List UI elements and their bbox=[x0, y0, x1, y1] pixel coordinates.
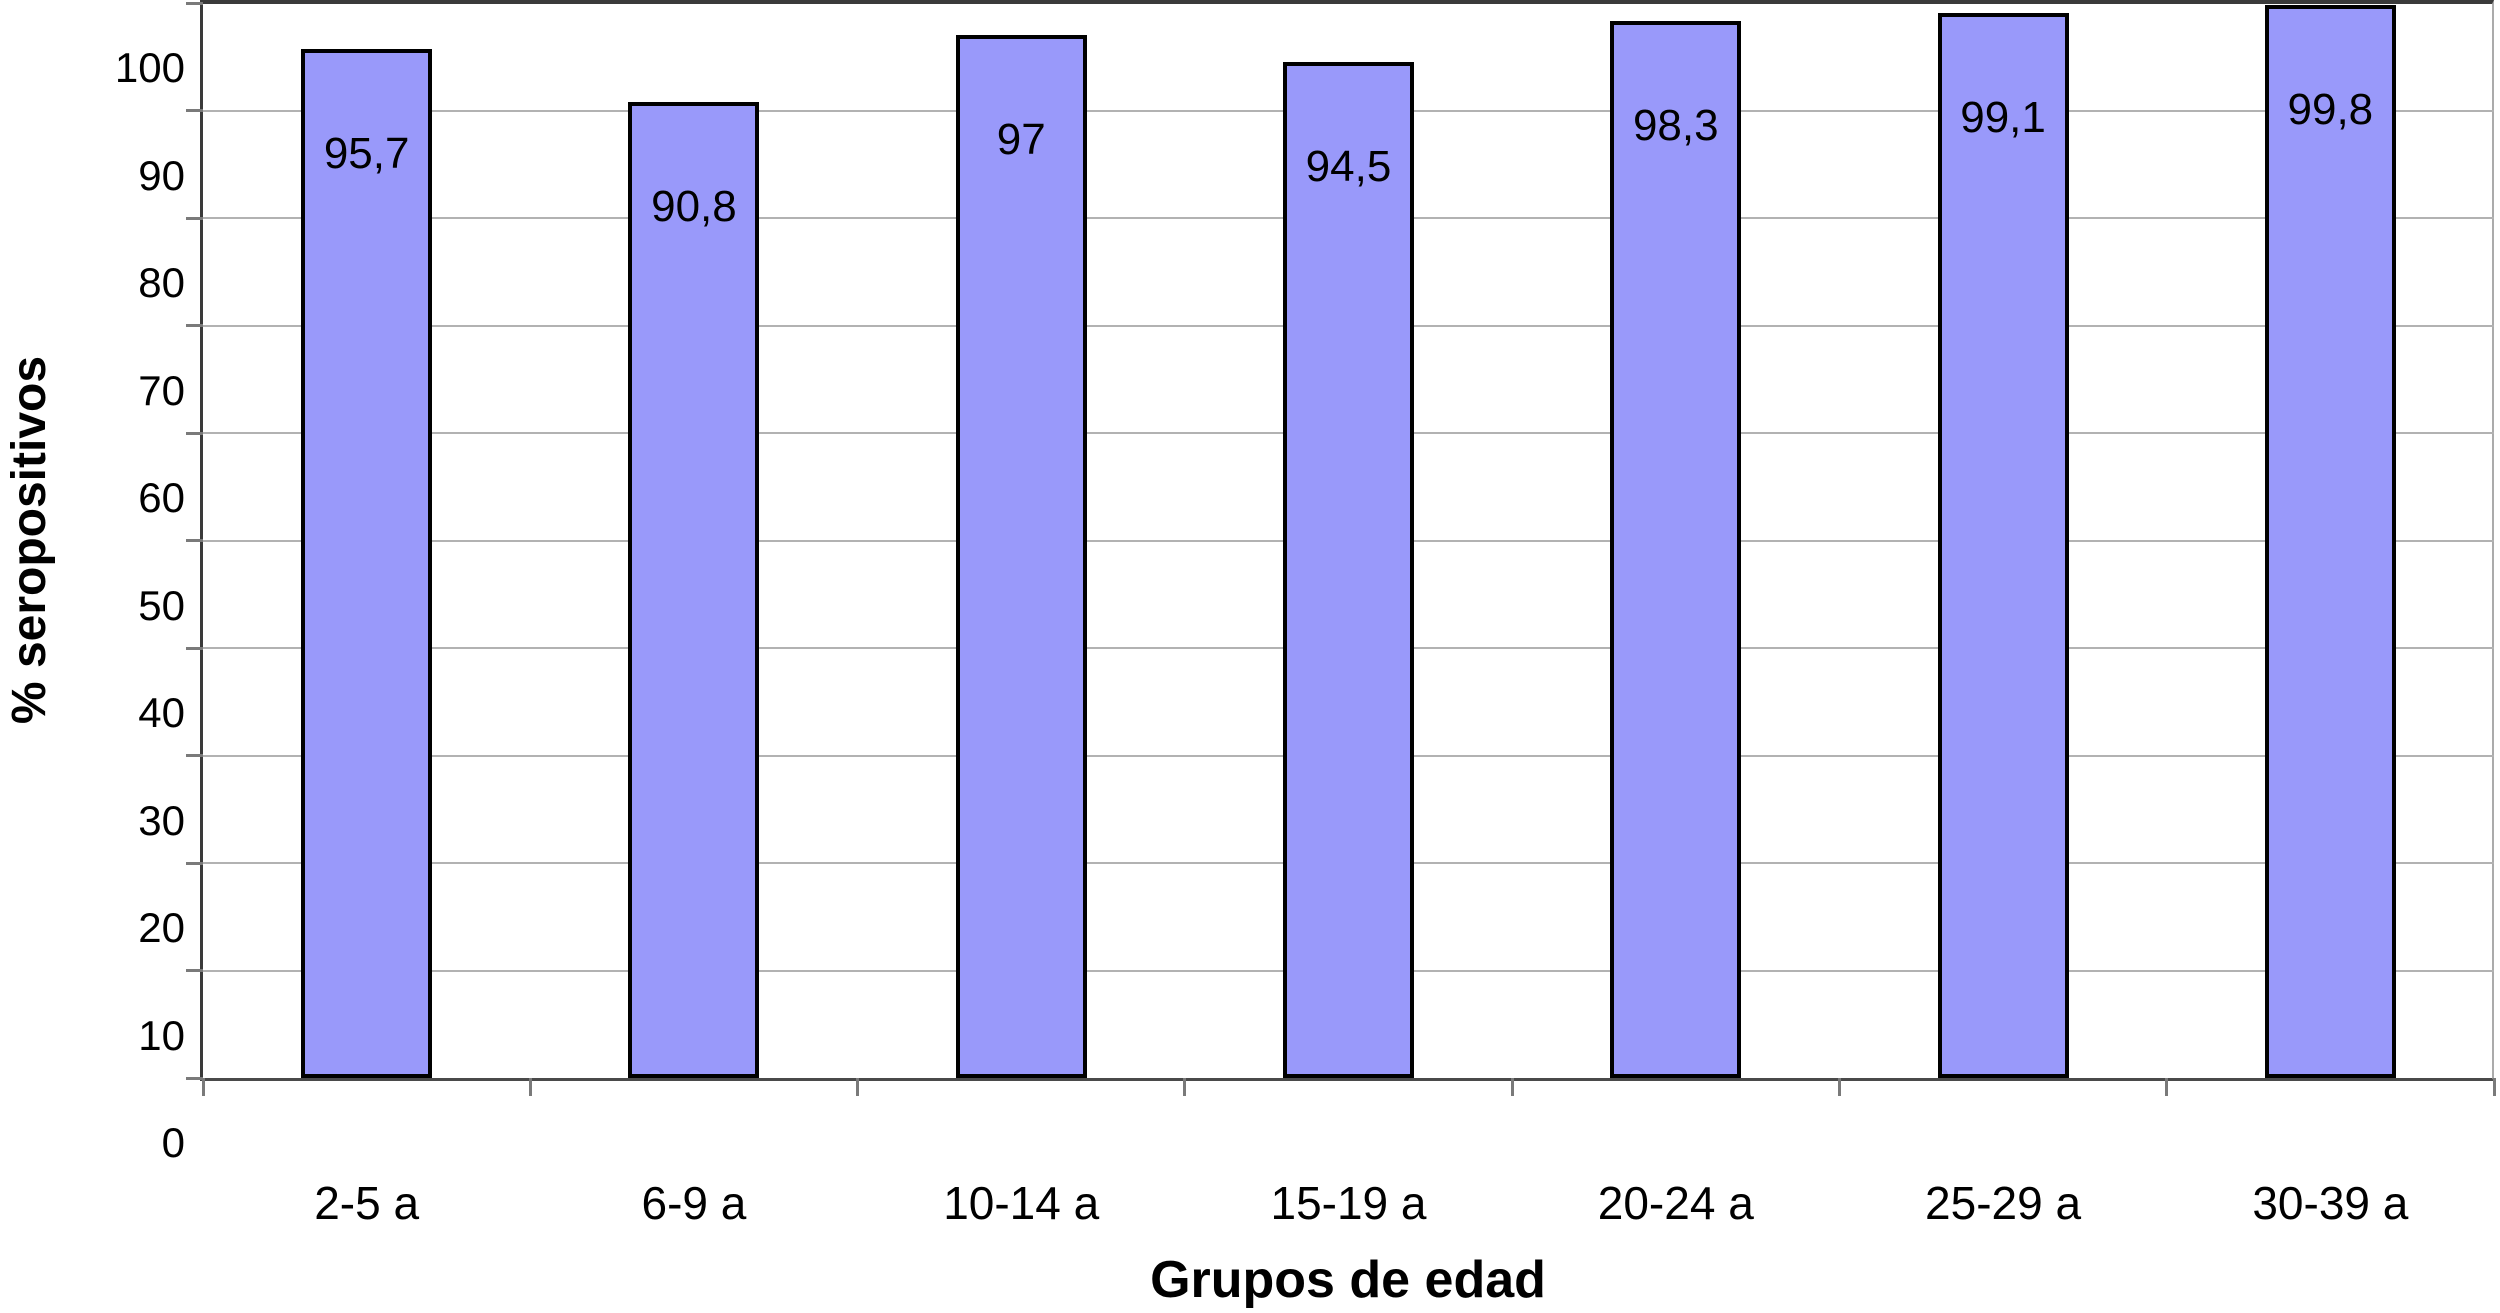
y-tick-label: 50 bbox=[138, 581, 185, 629]
y-tick-label: 60 bbox=[138, 474, 185, 521]
x-tick-mark bbox=[856, 1078, 860, 1096]
y-tick-mark bbox=[186, 216, 203, 220]
bar bbox=[301, 49, 433, 1078]
x-tick-label: 25-29 a bbox=[1925, 1177, 2082, 1229]
bar bbox=[1937, 12, 2069, 1078]
bar bbox=[1610, 21, 1742, 1078]
bar-value-label: 90,8 bbox=[651, 181, 737, 231]
y-tick-label: 20 bbox=[138, 904, 185, 951]
bar bbox=[955, 35, 1087, 1078]
bar-value-label: 99,8 bbox=[2287, 85, 2374, 135]
x-tick-label: 15-19 a bbox=[1270, 1177, 1427, 1229]
x-tick-mark bbox=[1183, 1078, 1187, 1096]
x-tick-mark bbox=[201, 1078, 205, 1096]
y-tick-mark bbox=[186, 324, 203, 327]
y-tick-mark bbox=[186, 861, 203, 865]
x-tick-label: 2-5 a bbox=[314, 1177, 420, 1229]
bar bbox=[628, 101, 760, 1078]
x-tick-label: 30-39 a bbox=[2252, 1177, 2409, 1229]
x-tick-mark bbox=[2492, 1078, 2496, 1096]
x-tick-label: 10-14 a bbox=[943, 1177, 1100, 1229]
bar bbox=[1283, 62, 1414, 1078]
y-tick-label: 0 bbox=[161, 1119, 185, 1166]
y-tick-mark bbox=[186, 1, 203, 5]
bar bbox=[2264, 5, 2396, 1078]
y-tick-label: 10 bbox=[138, 1011, 185, 1059]
bar-value-label: 98,3 bbox=[1632, 101, 1719, 151]
y-tick-label: 90 bbox=[138, 151, 185, 199]
y-tick-label: 100 bbox=[114, 44, 185, 91]
x-tick-label: 20-24 a bbox=[1597, 1177, 1754, 1229]
y-tick-mark bbox=[186, 754, 203, 757]
x-tick-mark bbox=[528, 1078, 532, 1096]
bar-value-label: 95,7 bbox=[323, 129, 410, 179]
y-tick-mark bbox=[186, 969, 203, 972]
y-tick-mark bbox=[186, 1076, 203, 1080]
y-tick-label: 30 bbox=[138, 796, 185, 844]
y-tick-label: 70 bbox=[138, 366, 185, 414]
bar-value-label: 99,1 bbox=[1960, 92, 2046, 142]
bar-value-label: 94,5 bbox=[1305, 142, 1392, 192]
x-tick-mark bbox=[1510, 1078, 1514, 1096]
x-tick-mark bbox=[2165, 1078, 2169, 1096]
y-tick-label: 80 bbox=[138, 259, 185, 306]
y-tick-mark bbox=[186, 431, 203, 435]
y-tick-mark bbox=[186, 646, 203, 650]
y-tick-label: 40 bbox=[138, 689, 185, 736]
x-tick-mark bbox=[1837, 1078, 1841, 1096]
bar-value-label: 97 bbox=[996, 115, 1046, 165]
x-tick-label: 6-9 a bbox=[641, 1177, 747, 1229]
y-tick-mark bbox=[186, 539, 203, 542]
y-tick-mark bbox=[186, 109, 203, 112]
x-axis-title: Grupos de edad bbox=[1150, 1251, 1546, 1309]
